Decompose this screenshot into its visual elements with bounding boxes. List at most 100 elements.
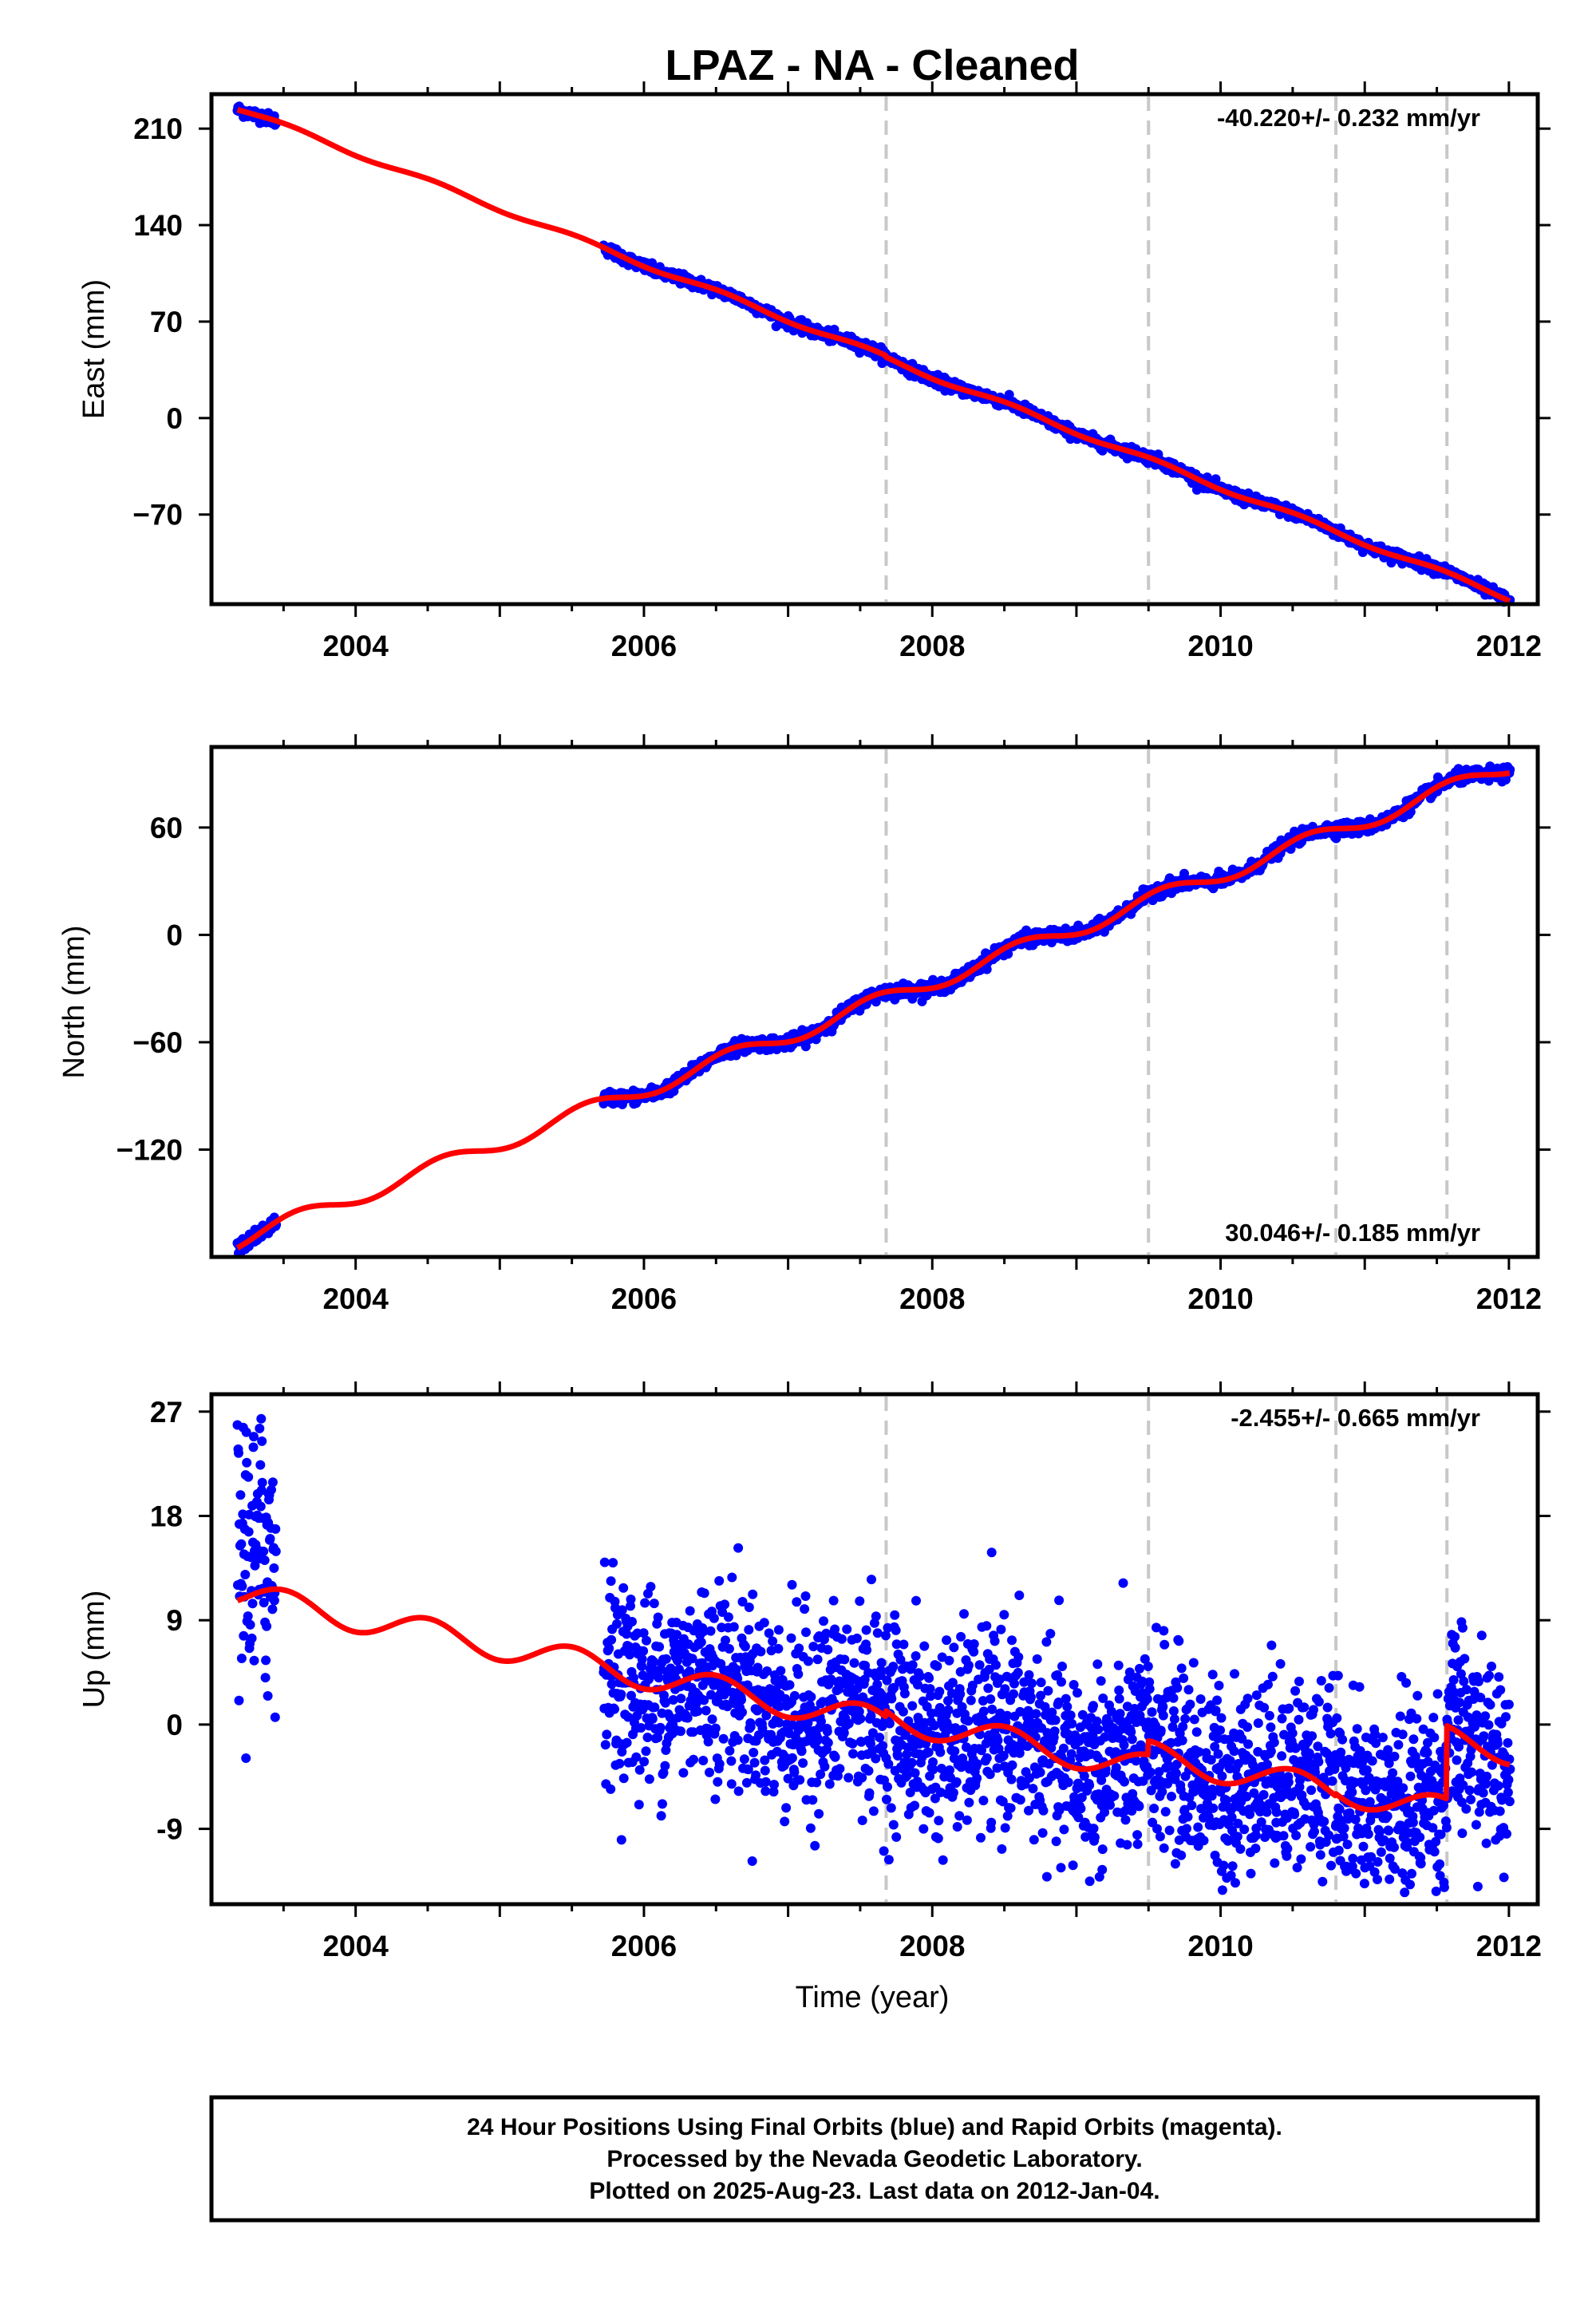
data-point	[707, 1714, 717, 1725]
data-point	[952, 1822, 962, 1832]
data-point	[1155, 1832, 1165, 1842]
data-point	[710, 1794, 721, 1804]
data-point	[1113, 1660, 1124, 1670]
x-tick-label: 2012	[1476, 1282, 1542, 1315]
data-point	[839, 1654, 850, 1665]
data-point	[725, 1745, 735, 1756]
velocity-label: -40.220+/- 0.232 mm/yr	[1217, 104, 1480, 132]
data-point	[710, 1723, 721, 1733]
data-point	[907, 1701, 918, 1711]
data-point	[271, 1524, 281, 1534]
data-point	[729, 1622, 739, 1632]
data-point	[806, 1692, 816, 1702]
data-point	[270, 1712, 280, 1722]
data-point	[907, 1757, 917, 1768]
data-point	[749, 1748, 759, 1757]
data-point	[701, 1705, 711, 1716]
data-point	[976, 1832, 986, 1843]
data-point	[819, 1616, 828, 1626]
data-point	[733, 1543, 744, 1553]
data-point	[1193, 1822, 1203, 1832]
data-point	[234, 1448, 243, 1458]
data-point	[747, 1856, 757, 1866]
data-point	[749, 1757, 760, 1768]
data-point	[999, 1610, 1009, 1620]
data-point	[1084, 1780, 1095, 1790]
data-point	[1216, 1713, 1227, 1723]
data-point	[962, 1815, 972, 1825]
data-point	[1191, 1727, 1202, 1737]
data-point	[915, 1671, 925, 1682]
data-point	[622, 1737, 632, 1748]
data-point	[1092, 1659, 1103, 1670]
data-point	[236, 1654, 247, 1663]
data-point	[949, 1642, 959, 1653]
data-point	[1132, 1830, 1143, 1840]
data-point	[814, 1808, 824, 1819]
data-point	[1066, 1749, 1077, 1759]
data-point	[1059, 1824, 1069, 1835]
data-point	[1088, 1824, 1099, 1834]
data-point	[1037, 1828, 1048, 1838]
data-point	[857, 1773, 867, 1783]
data-point	[911, 1595, 921, 1606]
data-point	[787, 1579, 797, 1590]
data-point	[1006, 1774, 1017, 1784]
data-point	[617, 1605, 627, 1615]
data-point	[792, 1597, 802, 1607]
data-point	[737, 1707, 747, 1717]
data-point	[1231, 1878, 1240, 1888]
data-point	[847, 1738, 858, 1749]
data-point	[959, 1609, 969, 1619]
data-point	[849, 1658, 859, 1668]
data-point	[899, 1689, 910, 1699]
data-point	[986, 1817, 997, 1828]
data-point	[864, 1788, 875, 1798]
data-point	[1049, 1726, 1060, 1737]
data-point	[768, 1636, 778, 1646]
data-point	[243, 1611, 253, 1622]
data-point	[1169, 1714, 1179, 1725]
data-point	[760, 1777, 771, 1787]
data-point	[843, 1773, 854, 1783]
x-tick-label: 2010	[1187, 1282, 1253, 1315]
data-point	[1024, 1670, 1034, 1680]
data-point	[883, 1782, 892, 1792]
data-point	[616, 1690, 626, 1700]
data-point	[969, 1639, 979, 1649]
data-point	[634, 1765, 645, 1775]
data-point	[867, 1575, 876, 1585]
data-point	[1122, 1840, 1132, 1850]
data-point	[938, 1855, 948, 1865]
data-point	[787, 1753, 797, 1763]
data-point	[255, 1423, 265, 1433]
data-point	[1109, 1791, 1120, 1801]
data-point	[756, 1646, 766, 1657]
data-point	[1171, 1769, 1181, 1779]
data-point	[1062, 1701, 1073, 1712]
data-point	[823, 1737, 833, 1748]
data-point	[676, 1726, 685, 1737]
data-point	[1009, 1678, 1019, 1689]
data-point	[698, 1756, 709, 1765]
data-point	[744, 1603, 754, 1612]
data-point	[625, 1650, 635, 1660]
data-point	[699, 1588, 709, 1599]
data-point	[1041, 1637, 1052, 1647]
data-point	[1235, 1844, 1246, 1854]
data-point	[727, 1572, 737, 1583]
data-point	[801, 1627, 811, 1638]
data-point	[606, 1576, 616, 1587]
data-point	[769, 1780, 779, 1790]
data-point	[987, 1704, 998, 1714]
data-point	[249, 1655, 259, 1666]
data-point	[1188, 1658, 1199, 1668]
data-point	[656, 1811, 666, 1821]
data-point	[1119, 1740, 1129, 1750]
data-point	[1167, 1792, 1176, 1801]
data-point	[886, 1803, 896, 1813]
data-point	[1032, 1654, 1042, 1664]
data-point	[616, 1835, 626, 1845]
data-point	[784, 1680, 795, 1690]
